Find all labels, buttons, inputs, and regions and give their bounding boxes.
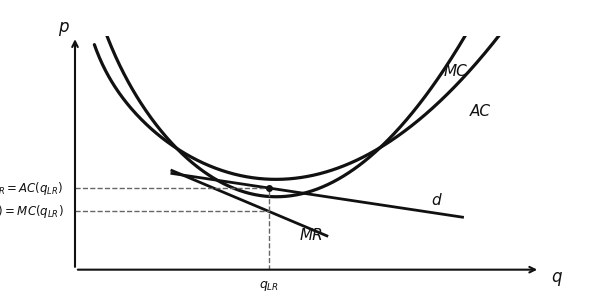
Text: $p_{LR} = AC(q_{LR})$: $p_{LR} = AC(q_{LR})$ — [0, 179, 64, 197]
Text: AC: AC — [470, 104, 491, 118]
Text: MC: MC — [443, 64, 467, 79]
Text: p: p — [58, 18, 68, 36]
Text: d: d — [431, 193, 441, 208]
Text: $q_{LR}$: $q_{LR}$ — [259, 279, 279, 293]
Text: q: q — [551, 268, 562, 286]
Text: $MR(q_{LR}) = MC(q_{LR})$: $MR(q_{LR}) = MC(q_{LR})$ — [0, 203, 64, 220]
Text: MR: MR — [300, 228, 323, 243]
